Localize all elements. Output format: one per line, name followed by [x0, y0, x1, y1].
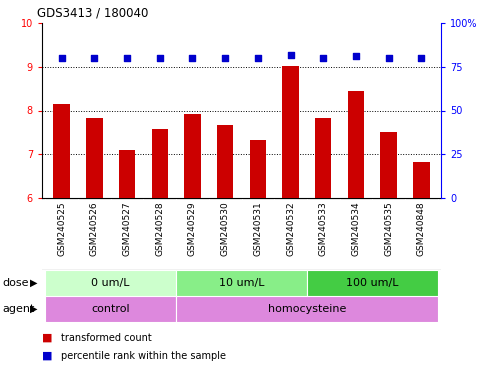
- Bar: [176, 270, 307, 296]
- Bar: [185, 114, 200, 198]
- Bar: [348, 91, 364, 198]
- Bar: [307, 270, 438, 296]
- Point: [188, 55, 196, 61]
- Text: transformed count: transformed count: [61, 333, 152, 343]
- Bar: [176, 296, 438, 322]
- Text: dose: dose: [2, 278, 28, 288]
- Point: [254, 55, 262, 61]
- Bar: [119, 150, 135, 198]
- Bar: [217, 124, 233, 198]
- Text: GSM240535: GSM240535: [384, 202, 393, 257]
- Text: ■: ■: [42, 333, 53, 343]
- Point: [385, 55, 393, 61]
- Text: GSM240530: GSM240530: [221, 202, 229, 257]
- Text: ■: ■: [42, 351, 53, 361]
- Text: ▶: ▶: [30, 304, 38, 314]
- Text: GSM240534: GSM240534: [352, 202, 360, 256]
- Bar: [381, 132, 397, 198]
- Text: 0 um/L: 0 um/L: [91, 278, 130, 288]
- Point: [287, 51, 295, 58]
- Point: [90, 55, 98, 61]
- Text: 10 um/L: 10 um/L: [219, 278, 264, 288]
- Point: [221, 55, 229, 61]
- Bar: [45, 296, 176, 322]
- Point: [319, 55, 327, 61]
- Text: GDS3413 / 180040: GDS3413 / 180040: [37, 7, 148, 20]
- Bar: [54, 104, 70, 198]
- Text: agent: agent: [2, 304, 34, 314]
- Text: ▶: ▶: [30, 278, 38, 288]
- Bar: [413, 162, 429, 198]
- Text: GSM240529: GSM240529: [188, 202, 197, 256]
- Text: GSM240525: GSM240525: [57, 202, 66, 256]
- Point: [352, 53, 360, 59]
- Point: [156, 55, 164, 61]
- Text: GSM240528: GSM240528: [155, 202, 164, 256]
- Point: [123, 55, 131, 61]
- Point: [58, 55, 66, 61]
- Bar: [152, 129, 168, 198]
- Text: GSM240526: GSM240526: [90, 202, 99, 256]
- Bar: [45, 270, 176, 296]
- Text: GSM240532: GSM240532: [286, 202, 295, 256]
- Bar: [283, 66, 298, 198]
- Text: GSM240848: GSM240848: [417, 202, 426, 256]
- Text: GSM240527: GSM240527: [123, 202, 131, 256]
- Bar: [315, 118, 331, 198]
- Text: percentile rank within the sample: percentile rank within the sample: [61, 351, 227, 361]
- Point: [417, 55, 425, 61]
- Text: GSM240531: GSM240531: [254, 202, 262, 257]
- Text: GSM240533: GSM240533: [319, 202, 328, 257]
- Bar: [86, 118, 102, 198]
- Text: control: control: [91, 304, 130, 314]
- Bar: [250, 140, 266, 198]
- Text: homocysteine: homocysteine: [268, 304, 346, 314]
- Text: 100 um/L: 100 um/L: [346, 278, 398, 288]
